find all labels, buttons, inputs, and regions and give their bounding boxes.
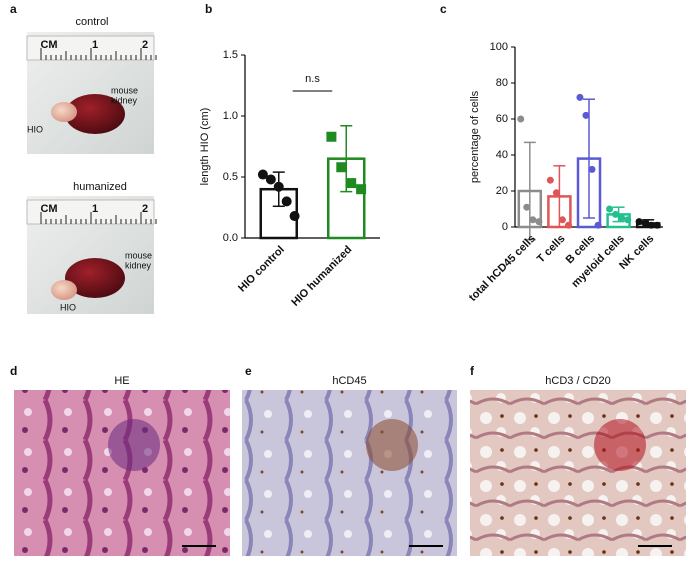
- kidney-label: kidney: [125, 260, 152, 270]
- kidney-label: mouse: [111, 85, 138, 95]
- lymphoid-follicle: [366, 419, 418, 471]
- lymphoid-follicle: [594, 419, 646, 471]
- panel-label: b: [205, 2, 212, 16]
- data-point: [594, 221, 602, 229]
- data-point: [635, 218, 643, 226]
- annotation: n.s: [305, 73, 320, 85]
- x-tick-label: T cells: [535, 233, 568, 266]
- hio: [51, 102, 77, 122]
- error-bar: [553, 165, 566, 228]
- data-point: [558, 216, 566, 224]
- y-tick-label: 20: [496, 185, 508, 197]
- data-point: [641, 219, 649, 227]
- y-tick-label: 100: [490, 41, 508, 53]
- lymphoid-follicle: [108, 419, 160, 471]
- micrograph-title: hCD3 / CD20: [545, 375, 610, 387]
- ruler-label: 1: [92, 39, 98, 51]
- ruler-label: 1: [92, 203, 98, 215]
- ruler-label: CM: [40, 39, 57, 51]
- kidney-label: mouse: [125, 250, 152, 260]
- data-point: [582, 111, 590, 119]
- data-point: [273, 181, 284, 192]
- data-point: [618, 214, 626, 222]
- micrograph: [242, 390, 457, 556]
- y-tick-label: 0.0: [223, 232, 238, 244]
- micrograph-title: HE: [114, 375, 129, 387]
- micrographs: HE hCD45 hCD3 / CD20: [14, 375, 686, 556]
- data-point: [529, 216, 537, 224]
- x-tick-label: HIO humanized: [289, 244, 354, 309]
- ruler-label: CM: [40, 203, 57, 215]
- panel-label: c: [440, 2, 447, 16]
- kidney: [65, 94, 125, 134]
- x-tick-label: HIO control: [236, 244, 287, 295]
- data-point: [326, 131, 337, 142]
- kidney: [65, 258, 125, 298]
- y-tick-label: 0: [502, 221, 508, 233]
- data-point: [564, 221, 572, 229]
- hio-label: HIO: [60, 302, 76, 312]
- data-point: [517, 115, 525, 123]
- ruler-label: 2: [142, 39, 148, 51]
- panel-label: a: [10, 2, 17, 16]
- micrograph-title: hCD45: [332, 375, 366, 387]
- bar: [327, 157, 366, 240]
- data-point: [289, 211, 300, 222]
- data-point: [546, 176, 554, 184]
- hio-label: HIO: [27, 124, 43, 134]
- panel-label: e: [245, 364, 252, 378]
- data-point: [612, 210, 620, 218]
- data-point: [281, 196, 292, 207]
- micrograph: [14, 390, 230, 556]
- y-axis-label: percentage of cells: [469, 90, 481, 183]
- y-tick-label: 80: [496, 77, 508, 89]
- data-point: [336, 162, 347, 173]
- data-point: [356, 184, 367, 195]
- kidney-label: kidney: [111, 95, 138, 105]
- data-point: [523, 203, 531, 211]
- y-tick-label: 1.5: [223, 49, 238, 61]
- photo-title: humanized: [73, 181, 127, 193]
- chart: 0 20 40 60 80 100 percentage of cells total hCD…: [467, 41, 663, 304]
- hio: [51, 280, 77, 300]
- data-point: [606, 205, 614, 213]
- y-axis-label: length HIO (cm): [199, 108, 211, 186]
- micrograph: [470, 390, 686, 556]
- data-point: [257, 169, 268, 180]
- data-point: [535, 218, 543, 226]
- data-point: [653, 221, 661, 229]
- y-tick-label: 40: [496, 149, 508, 161]
- data-point: [552, 189, 560, 197]
- data-point: [576, 93, 584, 101]
- panel-label: d: [10, 364, 17, 378]
- y-tick-label: 1.0: [223, 110, 238, 122]
- data-point: [624, 216, 632, 224]
- data-point: [265, 174, 276, 185]
- data-point: [346, 178, 357, 189]
- photo-title: control: [75, 16, 108, 28]
- error-bar: [583, 98, 595, 219]
- x-tick-label: total hCD45 cells: [467, 233, 538, 304]
- y-tick-label: 0.5: [223, 171, 238, 183]
- panel-label: f: [470, 364, 475, 378]
- data-point: [647, 221, 655, 229]
- error-bar: [523, 141, 536, 241]
- data-point: [588, 165, 596, 173]
- chart: 0.0 0.5 1.0 1.5 length HIO (cm) HIO control HI…: [199, 49, 380, 309]
- y-tick-label: 60: [496, 113, 508, 125]
- ruler-label: 2: [142, 203, 148, 215]
